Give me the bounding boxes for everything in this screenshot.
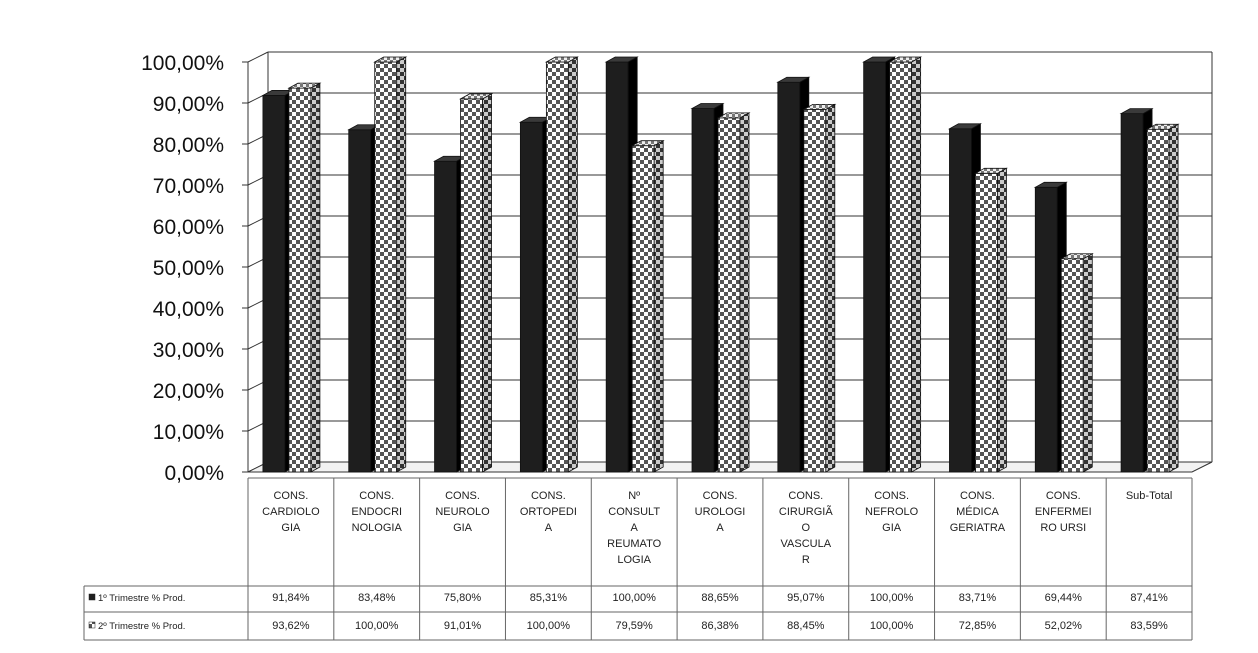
y-tick-label: 0,00% [164,462,224,485]
x-category-label: CONS. MÉDICA GERIATRA [950,490,1006,534]
data-label: 93,62% [272,620,310,632]
bar-series-2 [630,140,665,473]
y-tick-label: 80,00% [153,134,224,157]
data-label: 100,00% [870,592,914,604]
bar-series-2 [802,103,837,473]
y-tick-label: 20,00% [153,380,224,403]
x-category-label: CONS. ENFERMEI RO URSI [1035,490,1092,534]
data-label: 69,44% [1045,592,1083,604]
x-category-label: CONS. CARDIOLO GIA [262,490,320,534]
data-label: 88,45% [787,620,825,632]
x-category-label: CONS. ORTOPEDI A [520,490,577,534]
y-tick-label: 40,00% [153,298,224,321]
y-axis-ticks: 0,00% 10,00% 20,00% 30,00% 40,00% 50,00% 60,00… [141,52,248,485]
bar-series-2 [973,167,1008,473]
bar-series-2 [1059,253,1094,473]
data-label: 72,85% [959,620,997,632]
y-tick-label: 70,00% [153,175,224,198]
data-label: 100,00% [612,592,656,604]
legend-entry: 1º Trimestre % Prod. [98,593,185,604]
data-label: 100,00% [870,620,914,632]
data-label: 87,41% [1130,592,1168,604]
data-label: 83,59% [1130,620,1168,632]
x-category-label: CONS. CIRURGIÃ O VASCULA R [779,490,833,566]
y-tick-label: 60,00% [153,216,224,239]
data-label: 79,59% [616,620,654,632]
data-label: 83,71% [959,592,997,604]
y-tick-label: 100,00% [141,52,224,75]
legend-key [88,621,96,629]
data-label: 91,84% [272,592,310,604]
x-category-label: CONS. ENDOCRI NOLOGIA [351,490,402,534]
y-tick-label: 50,00% [153,257,224,280]
data-label: 86,38% [701,620,739,632]
bar-series-2 [544,56,579,473]
data-label: 83,48% [358,592,396,604]
data-label: 100,00% [355,620,399,632]
bars-layer [261,56,1180,473]
y-tick-label: 10,00% [153,421,224,444]
x-category-label: Nº CONSULT A REUMATO LOGIA [607,490,661,566]
bar-series-2 [459,93,494,473]
data-label: 91,01% [444,620,482,632]
data-table: CONS. CARDIOLO GIA CONS. ENDOCRI NOLOGIA CONS.… [83,477,1193,641]
x-category-label: CONS. NEFROLO GIA [865,490,919,534]
x-category-label: Sub-Total [1126,490,1172,502]
x-category-label: CONS. NEUROLO GIA [435,490,490,534]
grid-line-side [247,51,269,63]
bar-series-2 [287,82,322,473]
data-label: 88,65% [701,592,739,604]
x-category-label: CONS. UROLOGI A [695,490,746,534]
bar-series-2 [1145,123,1180,473]
data-label: 52,02% [1045,620,1083,632]
data-label: 75,80% [444,592,482,604]
data-label: 95,07% [787,592,825,604]
bar-series-2 [373,56,408,473]
bar-series-2 [716,112,751,473]
legend-key [88,593,96,601]
bar-series-2 [888,56,923,473]
y-tick-label: 30,00% [153,339,224,362]
y-tick-label: 90,00% [153,93,224,116]
data-label: 85,31% [530,592,568,604]
data-label: 100,00% [527,620,571,632]
legend-entry: 2º Trimestre % Prod. [98,621,185,632]
